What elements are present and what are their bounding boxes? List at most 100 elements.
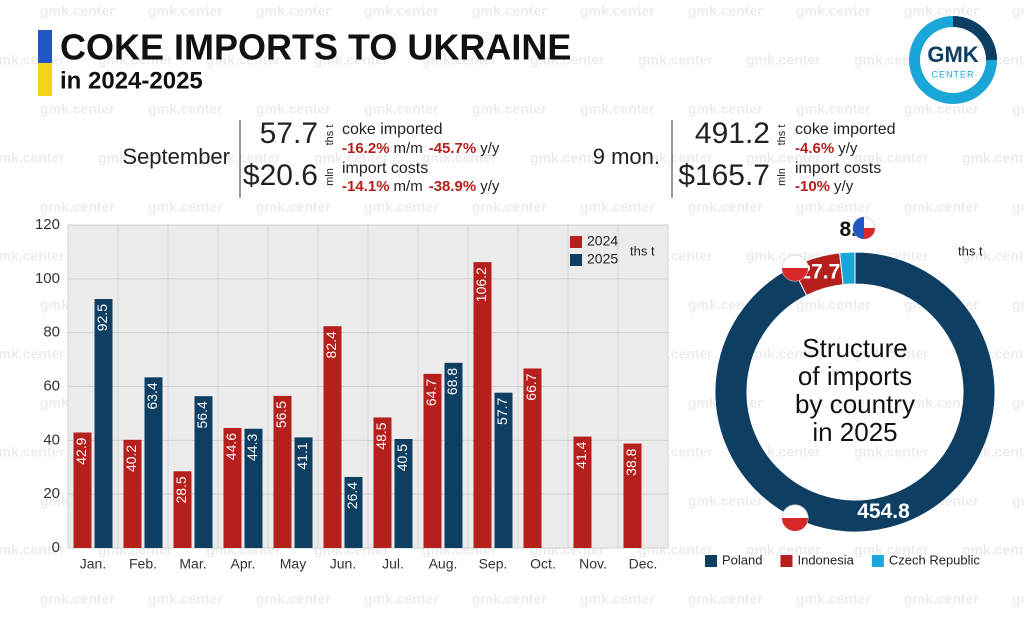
- stat-unit: mln: [324, 168, 336, 186]
- stat-value: 491.2: [695, 117, 770, 150]
- watermark: gmk.center: [206, 52, 281, 68]
- donut-segment: [714, 251, 996, 533]
- bar: [444, 362, 463, 548]
- legend-swatch: [705, 555, 717, 567]
- value-label: 28.5: [173, 476, 189, 503]
- value-label: 44.3: [244, 434, 260, 461]
- watermark: gmk.center: [854, 346, 929, 362]
- watermark: gmk.center: [0, 542, 65, 558]
- bar: [473, 262, 492, 548]
- value-label: 48.5: [373, 422, 389, 449]
- watermark: gmk.center: [638, 150, 713, 166]
- value-label: 56.5: [273, 401, 289, 428]
- stat-value: $165.7: [678, 159, 770, 192]
- value-label: 41.1: [294, 442, 310, 469]
- legend-label: 2025: [587, 251, 618, 267]
- bar: [494, 392, 513, 548]
- x-tick-label: Jul.: [382, 556, 404, 572]
- center-label: in 2025: [812, 417, 897, 447]
- y-tick-label: 0: [52, 539, 60, 556]
- watermark: gmk.center: [98, 150, 173, 166]
- watermark: gmk.center: [148, 199, 223, 215]
- watermark: gmk.center: [688, 3, 763, 19]
- change-value: -14.1%: [342, 178, 390, 195]
- value-label: 92.5: [94, 304, 110, 331]
- bar: [73, 432, 92, 548]
- change-value: -4.6%: [795, 140, 834, 157]
- logo-name: GMK: [927, 42, 978, 67]
- value-label: 27.7: [799, 261, 840, 284]
- watermark: gmk.center: [904, 3, 979, 19]
- watermark: gmk.center: [796, 3, 871, 19]
- flags: [781, 216, 876, 532]
- watermark: gmk.center: [580, 199, 655, 215]
- bar: [394, 438, 413, 548]
- watermark: gmk.center: [580, 591, 655, 607]
- watermark: gmk.center: [1012, 101, 1024, 117]
- watermark: gmk.center: [1012, 493, 1024, 509]
- change-basis: y/y: [834, 178, 854, 195]
- stat-period: 9 mon.: [593, 144, 660, 169]
- value-label: 454.8: [857, 500, 910, 523]
- change-value: -10%: [795, 178, 830, 195]
- watermark: gmk.center: [422, 52, 497, 68]
- bar: [323, 326, 342, 548]
- watermark: gmk.center: [746, 542, 821, 558]
- bar: [623, 443, 642, 548]
- watermark: gmk.center: [688, 199, 763, 215]
- watermark: gmk.center: [638, 52, 713, 68]
- bar: [123, 439, 142, 548]
- stat-value: 57.7: [260, 117, 318, 150]
- value-label: 106.2: [473, 267, 489, 302]
- value-label: 40.5: [394, 444, 410, 471]
- legend-swatch: [570, 236, 582, 248]
- watermark: gmk.center: [688, 101, 763, 117]
- watermark: gmk.center: [530, 52, 605, 68]
- y-tick-label: 80: [43, 324, 60, 341]
- change-basis: y/y: [480, 178, 500, 195]
- value-label: 42.9: [73, 437, 89, 464]
- watermark: gmk.center: [364, 591, 439, 607]
- watermark: gmk.center: [746, 346, 821, 362]
- stat-value: $20.6: [243, 159, 318, 192]
- bar: [144, 377, 163, 548]
- watermark: gmk.center: [472, 591, 547, 607]
- watermark: gmk.center: [0, 248, 65, 264]
- change-basis: y/y: [838, 140, 858, 157]
- watermark: gmk.center: [854, 444, 929, 460]
- watermark: gmk.center: [206, 150, 281, 166]
- flag-icon-part: [853, 217, 864, 239]
- legend-label: 2024: [587, 233, 618, 249]
- watermark: gmk.center: [904, 395, 979, 411]
- watermark: gmk.center: [256, 199, 331, 215]
- watermark: gmk.center: [364, 199, 439, 215]
- bar: [344, 476, 363, 548]
- watermark: gmk.center: [422, 150, 497, 166]
- bar: [273, 395, 292, 548]
- value-label: 38.8: [623, 448, 639, 475]
- watermark: gmk.center: [1012, 591, 1024, 607]
- x-tick-label: Dec.: [629, 556, 658, 572]
- watermark: gmk.center: [688, 493, 763, 509]
- watermark: gmk.center: [746, 52, 821, 68]
- center-label: of imports: [798, 361, 912, 391]
- title: COKE IMPORTS TO UKRAINE: [60, 27, 571, 68]
- center-label: Structure: [802, 333, 908, 363]
- value-label: 44.6: [223, 433, 239, 460]
- watermark: gmk.center: [256, 101, 331, 117]
- stat-label: import costs: [795, 160, 881, 177]
- value-label: 40.2: [123, 445, 139, 472]
- watermark: gmk.center: [962, 248, 1024, 264]
- stat-changes: -14.1% m/m -38.9% y/y: [342, 178, 500, 195]
- bar: [294, 437, 313, 548]
- x-tick-label: Sep.: [479, 556, 508, 572]
- watermark: gmk.center: [148, 591, 223, 607]
- change-basis: m/m: [394, 140, 423, 157]
- value-label: 64.7: [423, 379, 439, 406]
- bar: [194, 396, 213, 548]
- watermark: gmk.center: [364, 3, 439, 19]
- donut-segment: [839, 251, 856, 286]
- value-label: 63.4: [144, 382, 160, 409]
